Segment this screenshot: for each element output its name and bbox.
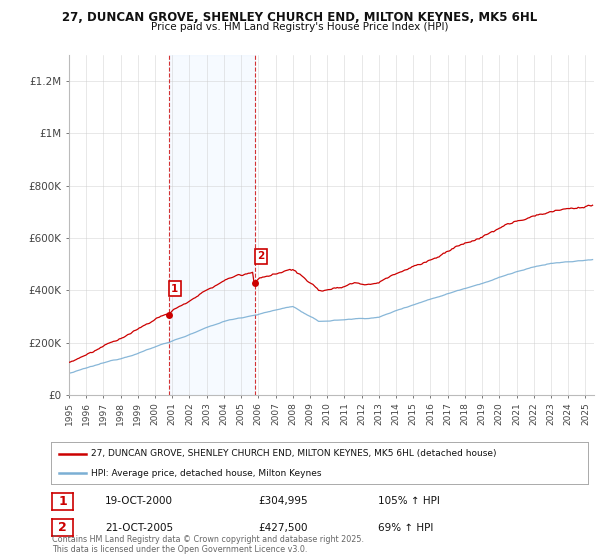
Text: Contains HM Land Registry data © Crown copyright and database right 2025.
This d: Contains HM Land Registry data © Crown c… bbox=[52, 535, 364, 554]
Text: £304,995: £304,995 bbox=[258, 496, 308, 506]
Text: £427,500: £427,500 bbox=[258, 522, 308, 533]
Text: 69% ↑ HPI: 69% ↑ HPI bbox=[378, 522, 433, 533]
Bar bbox=[169, 55, 255, 395]
Text: 2: 2 bbox=[58, 521, 67, 534]
Text: 19-OCT-2000: 19-OCT-2000 bbox=[105, 496, 173, 506]
Text: HPI: Average price, detached house, Milton Keynes: HPI: Average price, detached house, Milt… bbox=[91, 469, 322, 478]
Text: 27, DUNCAN GROVE, SHENLEY CHURCH END, MILTON KEYNES, MK5 6HL (detached house): 27, DUNCAN GROVE, SHENLEY CHURCH END, MI… bbox=[91, 449, 497, 458]
Text: Price paid vs. HM Land Registry's House Price Index (HPI): Price paid vs. HM Land Registry's House … bbox=[151, 22, 449, 32]
Text: 27, DUNCAN GROVE, SHENLEY CHURCH END, MILTON KEYNES, MK5 6HL: 27, DUNCAN GROVE, SHENLEY CHURCH END, MI… bbox=[62, 11, 538, 24]
Text: 21-OCT-2005: 21-OCT-2005 bbox=[105, 522, 173, 533]
Text: 1: 1 bbox=[58, 494, 67, 508]
Text: 105% ↑ HPI: 105% ↑ HPI bbox=[378, 496, 440, 506]
Text: 2: 2 bbox=[257, 251, 265, 262]
Text: 1: 1 bbox=[171, 283, 178, 293]
